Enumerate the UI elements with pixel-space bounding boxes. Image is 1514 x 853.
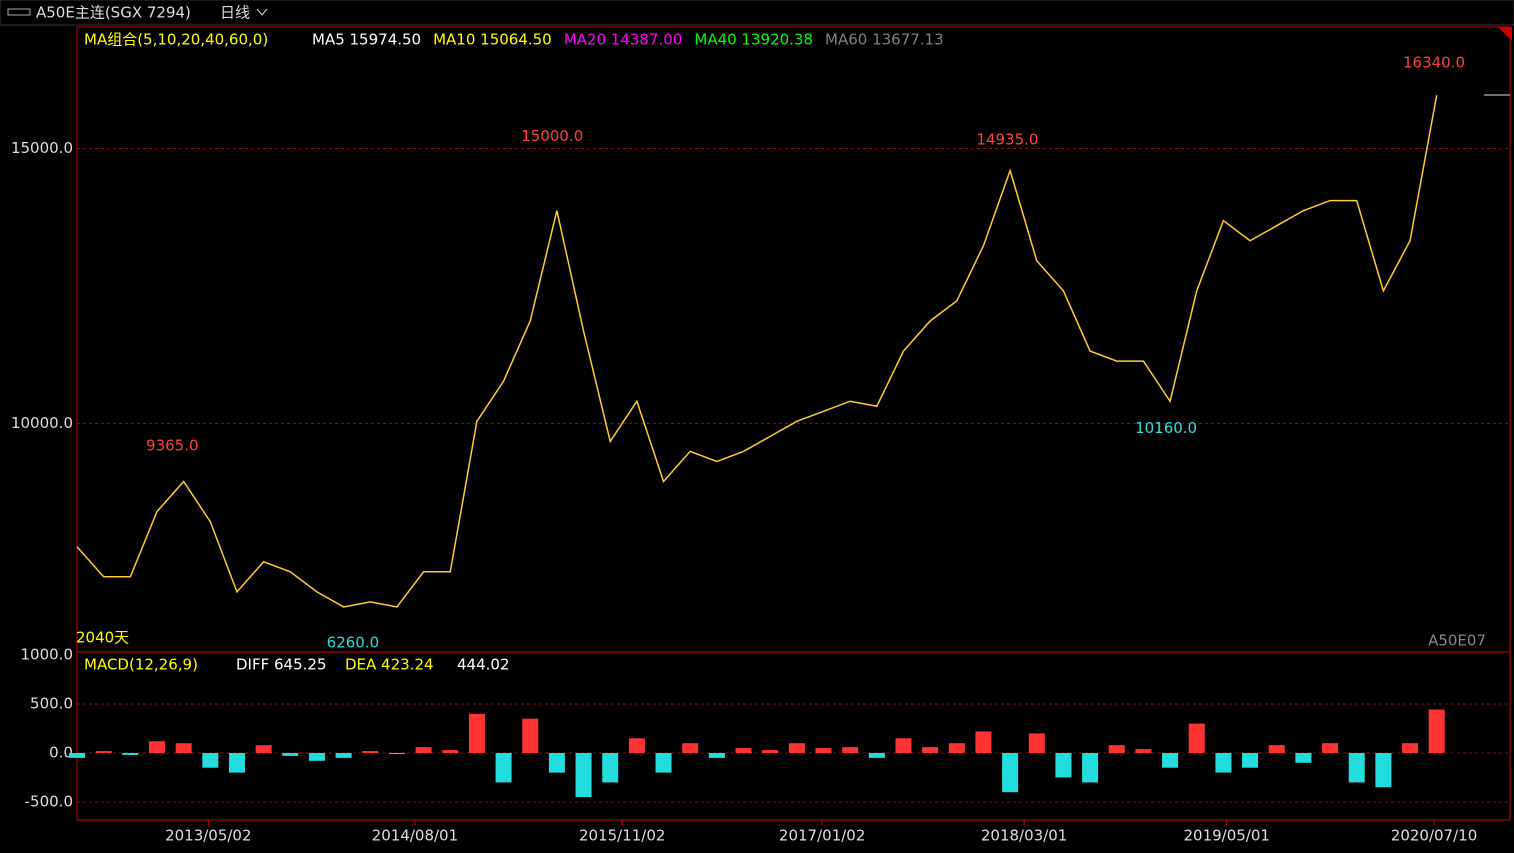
- macd-bar: [415, 747, 432, 753]
- macd-tick-label: 0.0: [49, 743, 73, 761]
- macd-bar: [522, 718, 539, 753]
- macd-tick-label: 500.0: [30, 695, 73, 713]
- header-bar: [0, 0, 1514, 26]
- peak-label: 10160.0: [1135, 419, 1197, 437]
- peak-label: 15000.0: [521, 127, 583, 145]
- macd-bar: [1428, 709, 1445, 753]
- y-tick-label: 10000.0: [11, 414, 73, 432]
- macd-bar: [708, 752, 725, 758]
- macd-bar: [1108, 745, 1125, 753]
- x-tick-label: 2015/11/02: [579, 827, 665, 845]
- period[interactable]: 日线: [220, 4, 250, 22]
- macd-bar: [1268, 745, 1285, 753]
- x-tick-label: 2020/07/10: [1391, 827, 1477, 845]
- contract-label: A50E07: [1428, 632, 1486, 650]
- macd-bar: [762, 750, 779, 753]
- x-tick-label: 2013/05/02: [165, 827, 251, 845]
- macd-bar: [548, 752, 565, 773]
- macd-bar: [468, 713, 485, 753]
- x-tick-label: 2019/05/01: [1183, 827, 1269, 845]
- days-label: 2040天: [76, 629, 129, 647]
- macd-bar: [628, 738, 645, 753]
- macd-bar: [388, 752, 405, 754]
- ma-legend: MA20 14387.00: [564, 31, 683, 49]
- macd-bar: [69, 752, 85, 758]
- ma-legend: MA60 13677.13: [825, 31, 944, 49]
- macd-bar: [228, 752, 245, 773]
- ma-legend: MA5 15974.50: [312, 31, 421, 49]
- macd-bar: [735, 748, 752, 753]
- macd-bar: [1055, 752, 1072, 778]
- macd-bar: [1242, 752, 1259, 768]
- macd-bar: [1322, 743, 1339, 753]
- macd-bar: [255, 745, 272, 753]
- macd-bar: [495, 752, 512, 783]
- peak-label: 6260.0: [327, 633, 380, 651]
- ma-legend: MA10 15064.50: [433, 31, 552, 49]
- price-line: [76, 95, 1438, 608]
- macd-frame: [76, 651, 1511, 821]
- macd-bar: [842, 747, 859, 753]
- macd-bar: [442, 750, 459, 753]
- peak-label: 16340.0: [1403, 53, 1465, 71]
- macd-bar: [815, 748, 832, 753]
- macd-bar: [1375, 752, 1392, 788]
- macd-bar: [1402, 743, 1419, 753]
- corner-mark: [1498, 27, 1512, 41]
- macd-bar: [202, 752, 219, 768]
- dropdown-arrow[interactable]: [256, 8, 268, 16]
- macd-bar: [1002, 752, 1019, 793]
- macd-dea: DEA 423.24: [345, 656, 434, 674]
- macd-tick-label: 1000.0: [21, 646, 74, 664]
- macd-bar: [95, 751, 112, 753]
- macd-bar: [788, 743, 805, 753]
- macd-bar: [922, 747, 939, 753]
- peak-label: 14935.0: [976, 131, 1038, 149]
- macd-bar: [682, 743, 699, 753]
- macd-bar: [148, 741, 165, 753]
- macd-bar: [1295, 752, 1312, 763]
- macd-bar: [175, 743, 192, 753]
- ma-group[interactable]: MA组合(5,10,20,40,60,0): [84, 31, 268, 49]
- macd-bar: [655, 752, 672, 773]
- x-tick-label: 2017/01/02: [779, 827, 865, 845]
- macd-bar: [335, 752, 352, 758]
- macd-tick-label: -500.0: [25, 792, 73, 810]
- macd-bar: [1348, 752, 1365, 783]
- macd-bar: [895, 738, 912, 753]
- macd-bar: [362, 751, 379, 753]
- macd-bar: [308, 752, 325, 761]
- macd-bar: [868, 752, 885, 758]
- macd-bar: [1135, 749, 1152, 753]
- macd-bar: [282, 752, 299, 756]
- ma-legend: MA40 13920.38: [694, 31, 813, 49]
- macd-bar: [1082, 752, 1099, 783]
- x-tick-label: 2014/08/01: [372, 827, 458, 845]
- macd-value: 444.02: [457, 656, 510, 674]
- macd-title[interactable]: MACD(12,26,9): [84, 656, 198, 674]
- macd-bar: [975, 731, 992, 753]
- macd-bar: [948, 743, 965, 753]
- x-tick-label: 2018/03/01: [981, 827, 1067, 845]
- macd-bar: [122, 752, 139, 755]
- y-tick-label: 15000.0: [11, 139, 73, 157]
- macd-bar: [575, 752, 592, 798]
- macd-bar: [602, 752, 619, 783]
- macd-bar: [1188, 723, 1205, 753]
- macd-bar: [1162, 752, 1179, 768]
- macd-diff: DIFF 645.25: [236, 656, 326, 674]
- macd-bar: [1215, 752, 1232, 773]
- macd-bar: [1028, 733, 1045, 753]
- link-icon: [7, 8, 31, 16]
- peak-label: 9365.0: [146, 437, 199, 455]
- symbol[interactable]: A50E主连(SGX 7294): [36, 4, 191, 22]
